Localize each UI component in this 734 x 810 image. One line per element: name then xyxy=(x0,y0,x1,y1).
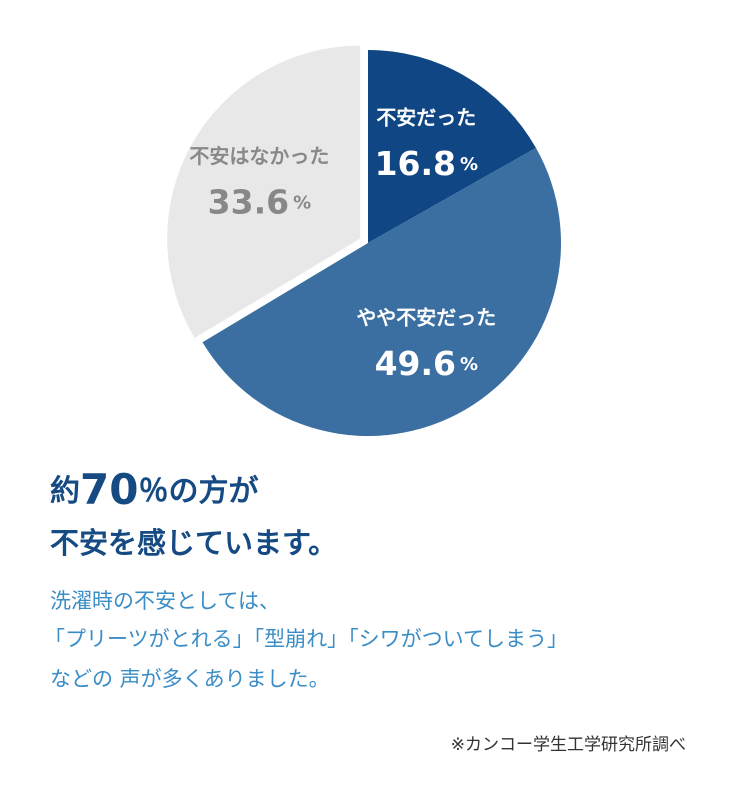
value-unit: % xyxy=(293,193,311,214)
headline-line1: 約70％の方が xyxy=(50,465,258,514)
pie-slice xyxy=(167,45,361,338)
body-line: 洗濯時の不安としては、 xyxy=(50,589,280,613)
value-unit: % xyxy=(460,154,478,175)
slice-label: やや不安だった xyxy=(356,306,496,330)
value-number: 33.6 xyxy=(208,182,289,221)
value-number: 49.6 xyxy=(375,344,456,383)
slice-label: 不安だった xyxy=(376,105,476,129)
value-number: 16.8 xyxy=(375,143,456,182)
body-line: 「プリーツがとれる」「型崩れ」「シワがついてしまう」 xyxy=(44,627,568,651)
slice-value: 33.6% xyxy=(208,182,311,221)
source-note: ※カンコー学生工学研究所調べ xyxy=(451,735,686,755)
slice-label: 不安はなかった xyxy=(189,144,329,168)
headline-pre: 約 xyxy=(50,474,80,509)
headline-number: 70 xyxy=(80,465,138,514)
headline-line2: 不安を感じています。 xyxy=(50,526,337,560)
headline-post: ％の方が xyxy=(138,474,258,509)
slice-value: 49.6% xyxy=(375,344,478,383)
value-unit: % xyxy=(460,354,478,375)
pie-slice xyxy=(368,50,536,243)
slice-value: 16.8% xyxy=(375,143,478,182)
body-line: などの 声が多くありました。 xyxy=(50,667,330,691)
pie-slice xyxy=(202,147,561,436)
